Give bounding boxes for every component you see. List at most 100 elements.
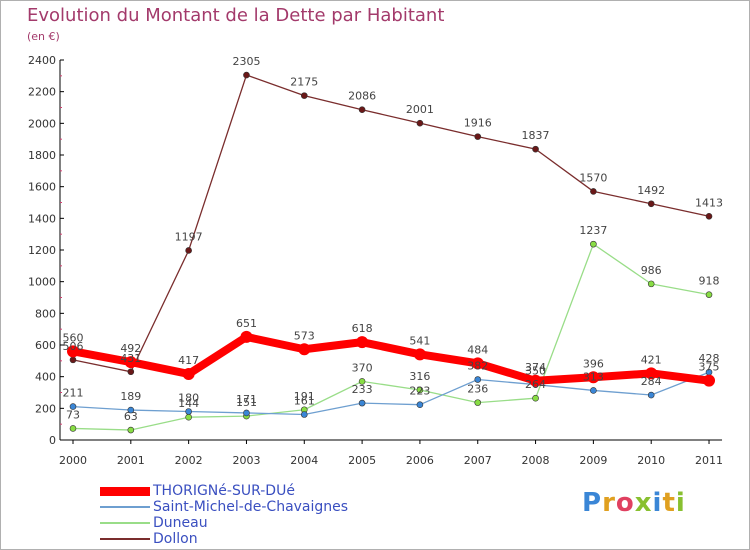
x-tick-label: 2001 [117,454,145,467]
y-tick-label: 800 [35,307,56,320]
data-label: 986 [641,264,662,277]
data-point [185,247,192,254]
y-tick-label: 1800 [28,149,56,162]
x-tick-label: 2007 [464,454,492,467]
data-label: 2086 [348,90,376,103]
data-point [185,413,192,421]
data-point [358,378,366,385]
data-point [590,240,597,248]
data-point [474,376,482,383]
y-tick-label: 2000 [28,117,56,130]
data-point [590,387,597,394]
series-line-0 [69,332,714,385]
chart-title: Evolution du Montant de la Dette par Hab… [27,5,445,26]
chart-subtitle: (en €) [27,30,60,43]
data-label: 63 [124,410,138,423]
data-label: 541 [409,334,430,347]
data-label: 374 [525,361,546,374]
data-point [300,411,308,418]
logo-letter: i [652,488,663,518]
data-point [416,401,424,408]
data-label: 492 [120,342,141,355]
x-tick-label: 2009 [579,454,607,467]
legend-label: Duneau [153,515,208,531]
y-tick-label: 0 [49,434,56,447]
data-point [127,426,135,434]
data-point [705,212,713,220]
data-point [69,356,77,364]
legend-label: Dollon [153,531,198,547]
data-label: 421 [641,353,662,366]
data-label: 1837 [522,129,550,142]
y-tick-label: 400 [35,371,56,384]
series-lines [69,74,714,431]
data-label: 73 [66,408,80,421]
data-point [67,345,79,358]
data-point [300,92,308,99]
data-label: 1492 [637,184,665,197]
data-point [127,368,135,376]
data-label: 171 [236,393,257,406]
legend-item-duneau: Duneau [100,515,420,531]
series-line-1 [72,371,710,416]
data-label: 428 [699,352,720,365]
legend-swatch [100,538,150,540]
y-tick-label: 2200 [28,86,56,99]
series-points [67,71,716,434]
x-tick-label: 2002 [175,454,203,467]
data-point [703,374,716,387]
logo-letter: o [615,488,635,518]
data-label: 191 [294,390,315,403]
x-tick-label: 2004 [290,454,318,467]
data-point [240,330,253,343]
y-tick-label: 1000 [28,276,56,289]
data-point [69,403,77,410]
data-label: 560 [63,331,84,344]
data-point [124,356,137,369]
data-point [358,399,366,407]
legend-label: Saint-Michel-de-Chavaignes [153,499,349,515]
data-label: 506 [63,340,84,353]
data-label: 1916 [464,117,492,130]
data-label: 144 [178,397,199,410]
data-label: 350 [525,365,546,378]
logo-letter: i [675,488,686,518]
data-label: 284 [641,375,662,388]
data-label: 1197 [175,230,203,243]
data-point [127,406,135,414]
data-label: 375 [699,361,720,374]
data-label: 573 [294,329,315,342]
data-label: 313 [583,370,604,383]
legend-swatch [100,522,150,524]
data-point [182,367,195,380]
legend-swatch [100,486,150,496]
x-tick-label: 2006 [406,454,434,467]
data-point [705,291,713,298]
data-point [298,343,311,356]
data-point [645,367,658,380]
x-tick-label: 2010 [637,454,665,467]
data-label: 1570 [579,171,607,184]
data-label: 2175 [290,76,318,89]
logo-letter: x [634,488,653,518]
x-tick-label: 2000 [59,454,87,467]
x-tick-label: 2011 [695,454,723,467]
data-point [587,371,600,384]
data-label: 431 [120,352,141,365]
legend-item-thorigne: THORIGNé-SUR-DUé [100,483,420,499]
data-point [532,394,539,402]
data-label: 236 [467,383,488,396]
data-point [590,188,597,195]
data-label: 233 [352,383,373,396]
data-point [647,280,655,288]
proxiti-logo: Proxiti [582,488,686,518]
series-line-3 [72,74,710,373]
x-tick-label: 2008 [522,454,550,467]
data-point [471,357,484,370]
data-point [647,200,655,208]
plot-area: 0 200 400 600 800 1000 1200 1400 1600 1800 2000 220… [28,54,723,467]
data-label: 316 [409,370,430,383]
data-point [243,409,250,417]
y-tick-label: 600 [35,339,56,352]
data-label: 618 [352,322,373,335]
